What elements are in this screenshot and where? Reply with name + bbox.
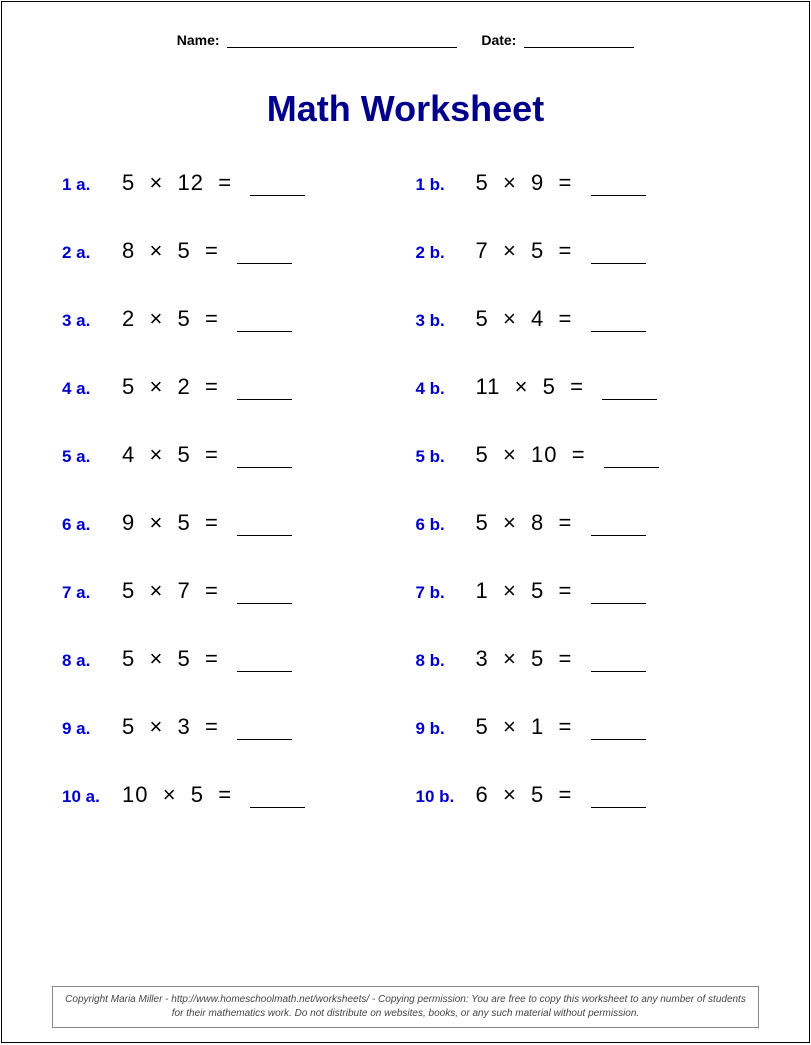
answer-blank[interactable] xyxy=(237,314,292,332)
page-title: Math Worksheet xyxy=(52,88,759,130)
answer-blank[interactable] xyxy=(591,178,646,196)
problem-label: 3 b. xyxy=(416,311,476,331)
problem-label: 2 a. xyxy=(62,243,122,263)
answer-blank[interactable] xyxy=(250,790,305,808)
answer-blank[interactable] xyxy=(591,518,646,536)
problem-row: 4 a.5 × 2 = xyxy=(62,374,396,400)
problem-row: 8 a.5 × 5 = xyxy=(62,646,396,672)
answer-blank[interactable] xyxy=(237,450,292,468)
date-label: Date: xyxy=(481,32,516,48)
problem-expression: 5 × 10 = xyxy=(476,442,659,468)
answer-blank[interactable] xyxy=(237,586,292,604)
copyright-footer: Copyright Maria Miller - http://www.home… xyxy=(52,986,759,1028)
problem-expression: 7 × 5 = xyxy=(476,238,646,264)
problem-expression: 10 × 5 = xyxy=(122,782,305,808)
problem-expression: 5 × 5 = xyxy=(122,646,292,672)
answer-blank[interactable] xyxy=(237,382,292,400)
problem-label: 4 b. xyxy=(416,379,476,399)
date-blank[interactable] xyxy=(524,34,634,48)
problem-label: 5 b. xyxy=(416,447,476,467)
problem-label: 6 b. xyxy=(416,515,476,535)
problem-row: 10 a.10 × 5 = xyxy=(62,782,396,808)
problem-expression: 5 × 4 = xyxy=(476,306,646,332)
problem-label: 7 a. xyxy=(62,583,122,603)
answer-blank[interactable] xyxy=(602,382,657,400)
problem-expression: 9 × 5 = xyxy=(122,510,292,536)
problem-label: 10 a. xyxy=(62,787,122,807)
answer-blank[interactable] xyxy=(591,586,646,604)
problem-row: 9 a.5 × 3 = xyxy=(62,714,396,740)
answer-blank[interactable] xyxy=(591,790,646,808)
problem-row: 9 b.5 × 1 = xyxy=(416,714,750,740)
problem-label: 8 b. xyxy=(416,651,476,671)
problem-expression: 3 × 5 = xyxy=(476,646,646,672)
name-label: Name: xyxy=(177,32,220,48)
problem-label: 9 a. xyxy=(62,719,122,739)
problem-expression: 5 × 1 = xyxy=(476,714,646,740)
problem-row: 7 a.5 × 7 = xyxy=(62,578,396,604)
answer-blank[interactable] xyxy=(237,246,292,264)
name-blank[interactable] xyxy=(227,34,457,48)
worksheet-page: Name: Date: Math Worksheet 1 a.5 × 12 = … xyxy=(1,1,810,1043)
problem-expression: 5 × 7 = xyxy=(122,578,292,604)
problem-expression: 2 × 5 = xyxy=(122,306,292,332)
problem-row: 1 b.5 × 9 = xyxy=(416,170,750,196)
problem-expression: 6 × 5 = xyxy=(476,782,646,808)
problem-label: 1 a. xyxy=(62,175,122,195)
problem-row: 5 a.4 × 5 = xyxy=(62,442,396,468)
answer-blank[interactable] xyxy=(591,246,646,264)
problem-row: 6 a.9 × 5 = xyxy=(62,510,396,536)
answer-blank[interactable] xyxy=(237,722,292,740)
problem-expression: 11 × 5 = xyxy=(476,374,658,400)
problem-row: 3 a.2 × 5 = xyxy=(62,306,396,332)
answer-blank[interactable] xyxy=(604,450,659,468)
problem-expression: 1 × 5 = xyxy=(476,578,646,604)
problem-expression: 5 × 3 = xyxy=(122,714,292,740)
problem-row: 7 b.1 × 5 = xyxy=(416,578,750,604)
problem-expression: 5 × 12 = xyxy=(122,170,305,196)
answer-blank[interactable] xyxy=(591,654,646,672)
problem-label: 3 a. xyxy=(62,311,122,331)
problem-expression: 5 × 2 = xyxy=(122,374,292,400)
problem-expression: 5 × 8 = xyxy=(476,510,646,536)
answer-blank[interactable] xyxy=(591,722,646,740)
problem-label: 4 a. xyxy=(62,379,122,399)
problem-label: 6 a. xyxy=(62,515,122,535)
answer-blank[interactable] xyxy=(250,178,305,196)
answer-blank[interactable] xyxy=(237,518,292,536)
problem-label: 5 a. xyxy=(62,447,122,467)
problem-expression: 4 × 5 = xyxy=(122,442,292,468)
header-line: Name: Date: xyxy=(52,32,759,48)
problem-row: 2 b.7 × 5 = xyxy=(416,238,750,264)
problem-row: 8 b.3 × 5 = xyxy=(416,646,750,672)
problem-label: 7 b. xyxy=(416,583,476,603)
problem-expression: 8 × 5 = xyxy=(122,238,292,264)
problem-label: 2 b. xyxy=(416,243,476,263)
problem-row: 3 b.5 × 4 = xyxy=(416,306,750,332)
problem-label: 1 b. xyxy=(416,175,476,195)
problem-label: 10 b. xyxy=(416,787,476,807)
problem-label: 8 a. xyxy=(62,651,122,671)
problem-row: 10 b.6 × 5 = xyxy=(416,782,750,808)
problem-row: 6 b.5 × 8 = xyxy=(416,510,750,536)
problem-row: 1 a.5 × 12 = xyxy=(62,170,396,196)
problem-label: 9 b. xyxy=(416,719,476,739)
problems-grid: 1 a.5 × 12 = 1 b.5 × 9 = 2 a.8 × 5 = 2 b… xyxy=(52,170,759,808)
answer-blank[interactable] xyxy=(591,314,646,332)
problem-row: 5 b.5 × 10 = xyxy=(416,442,750,468)
answer-blank[interactable] xyxy=(237,654,292,672)
problem-row: 4 b.11 × 5 = xyxy=(416,374,750,400)
problem-row: 2 a.8 × 5 = xyxy=(62,238,396,264)
problem-expression: 5 × 9 = xyxy=(476,170,646,196)
